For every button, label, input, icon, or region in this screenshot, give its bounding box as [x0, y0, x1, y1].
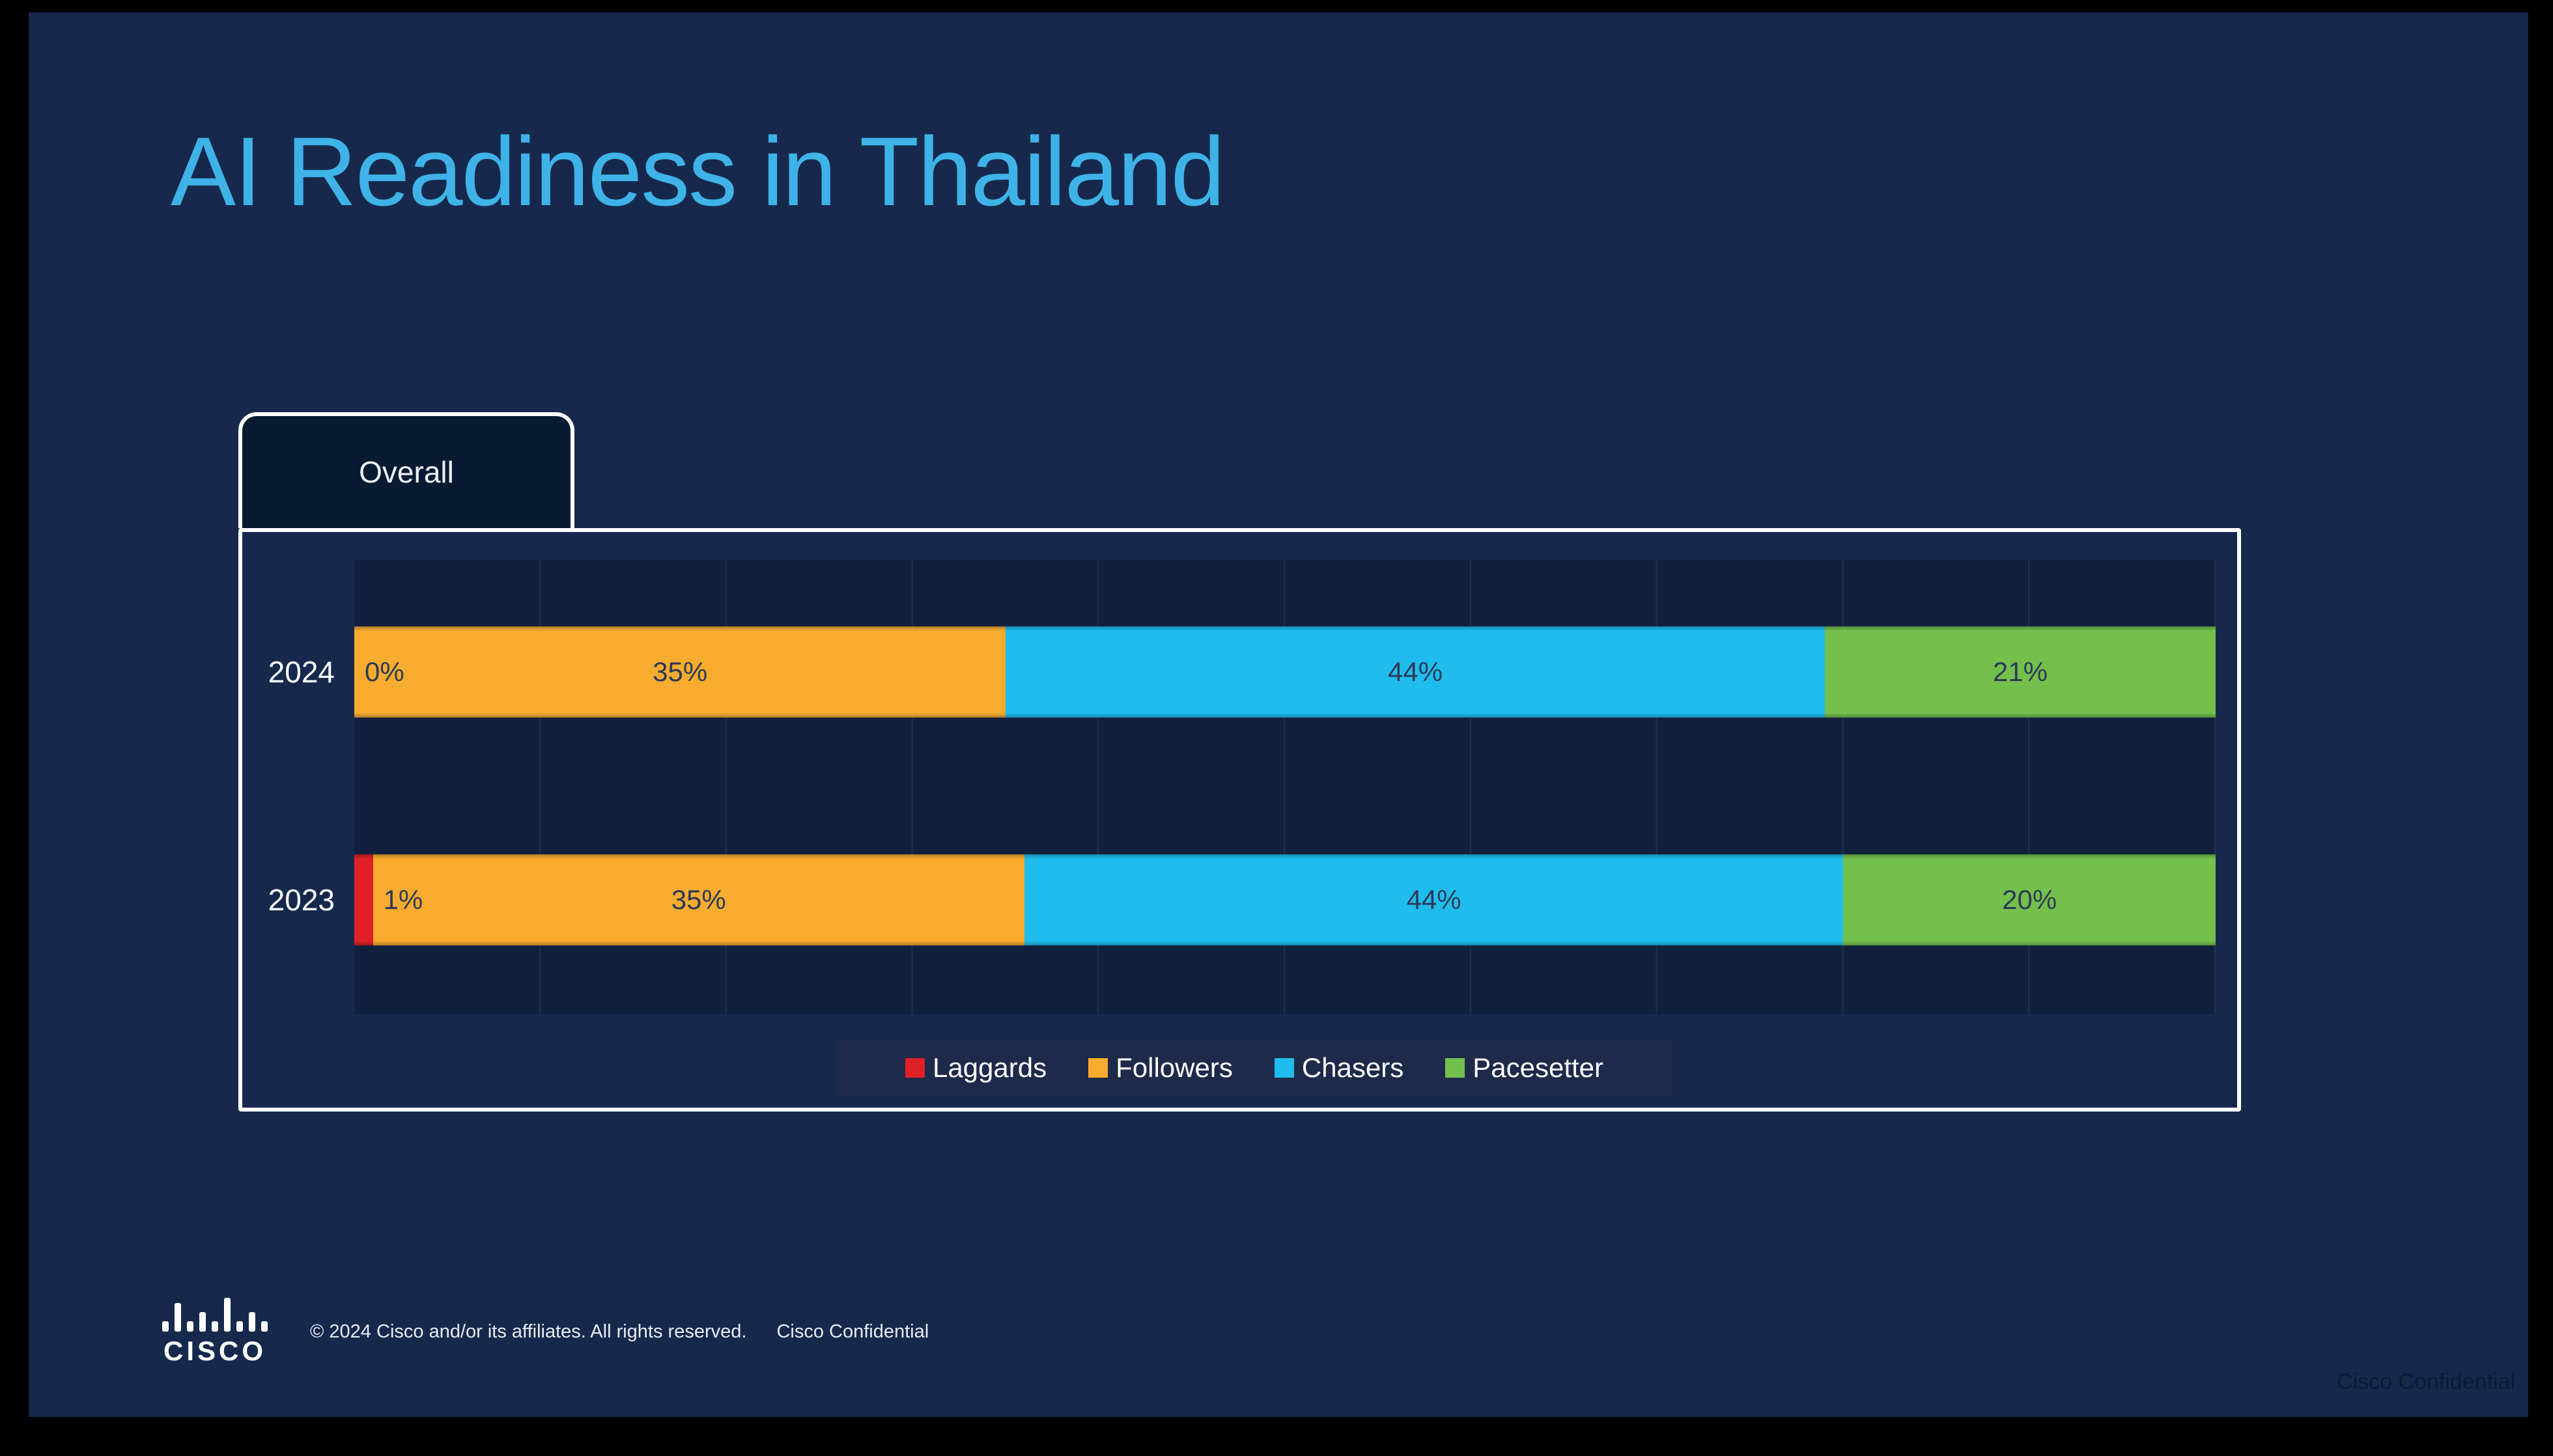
- category-label-2023: 2023: [268, 883, 335, 917]
- legend-swatch-chasers: [1274, 1058, 1294, 1078]
- value-label-pacesetter-2024: 21%: [1992, 656, 2048, 687]
- legend-item-laggards: Laggards: [905, 1052, 1047, 1084]
- cisco-bridge-icon: [162, 1296, 268, 1332]
- segment-followers-2023: 35%: [373, 854, 1024, 945]
- bar-row-2023: 2023 35% 44% 20% 1%: [268, 854, 2216, 945]
- page-title: AI Readiness in Thailand: [171, 117, 1225, 226]
- legend-label-laggards: Laggards: [932, 1052, 1047, 1083]
- value-label-laggards-2023: 1%: [383, 884, 423, 915]
- value-label-chasers-2023: 44%: [1406, 884, 1461, 915]
- legend-swatch-pacesetter: [1445, 1058, 1465, 1078]
- legend-item-followers: Followers: [1088, 1052, 1233, 1084]
- value-label-laggards-2024: 0%: [365, 656, 404, 687]
- legend-item-pacesetter: Pacesetter: [1445, 1052, 1603, 1084]
- legend-item-chasers: Chasers: [1274, 1052, 1404, 1084]
- bar-row-2024: 2024 35% 44% 21% 0%: [268, 626, 2216, 718]
- copyright-text: © 2024 Cisco and/or its affiliates. All …: [310, 1321, 747, 1342]
- cisco-logo-icon: CISCO: [156, 1296, 274, 1367]
- slide-footer: CISCO © 2024 Cisco and/or its affiliates…: [156, 1296, 929, 1367]
- segment-pacesetter-2024: 21%: [1824, 626, 2216, 718]
- chart-panel: [238, 528, 2241, 1112]
- chart-legend: Laggards Followers Chasers Pacesetter: [836, 1039, 1672, 1097]
- value-label-followers-2024: 35%: [653, 656, 708, 687]
- footer-copyright: © 2024 Cisco and/or its affiliates. All …: [310, 1321, 929, 1343]
- legend-label-pacesetter: Pacesetter: [1473, 1052, 1604, 1083]
- cisco-logo-text: CISCO: [163, 1336, 266, 1366]
- category-label-2024: 2024: [268, 655, 335, 689]
- segment-chasers-2024: 44%: [1006, 626, 1825, 718]
- value-label-chasers-2024: 44%: [1388, 656, 1443, 687]
- legend-label-followers: Followers: [1116, 1052, 1233, 1083]
- value-label-pacesetter-2023: 20%: [2002, 884, 2057, 915]
- slide: AI Readiness in Thailand Overall Laggard…: [29, 12, 2528, 1417]
- legend-label-chasers: Chasers: [1301, 1052, 1404, 1083]
- value-label-followers-2023: 35%: [671, 884, 726, 915]
- segment-followers-2024: 35%: [354, 626, 1006, 718]
- segment-laggards-2023: [354, 854, 373, 945]
- legend-swatch-laggards: [905, 1058, 925, 1078]
- legend-swatch-followers: [1088, 1058, 1108, 1078]
- confidential-text: Cisco Confidential: [776, 1321, 929, 1342]
- bar-track-2024: 35% 44% 21% 0%: [354, 626, 2216, 718]
- tab-overall-label: Overall: [359, 455, 454, 489]
- segment-pacesetter-2023: 20%: [1843, 854, 2216, 945]
- segment-chasers-2023: 44%: [1024, 854, 1844, 945]
- tab-overall[interactable]: Overall: [238, 412, 574, 528]
- bar-track-2023: 35% 44% 20% 1%: [354, 854, 2216, 945]
- confidential-watermark: Cisco Confidential: [2336, 1369, 2515, 1394]
